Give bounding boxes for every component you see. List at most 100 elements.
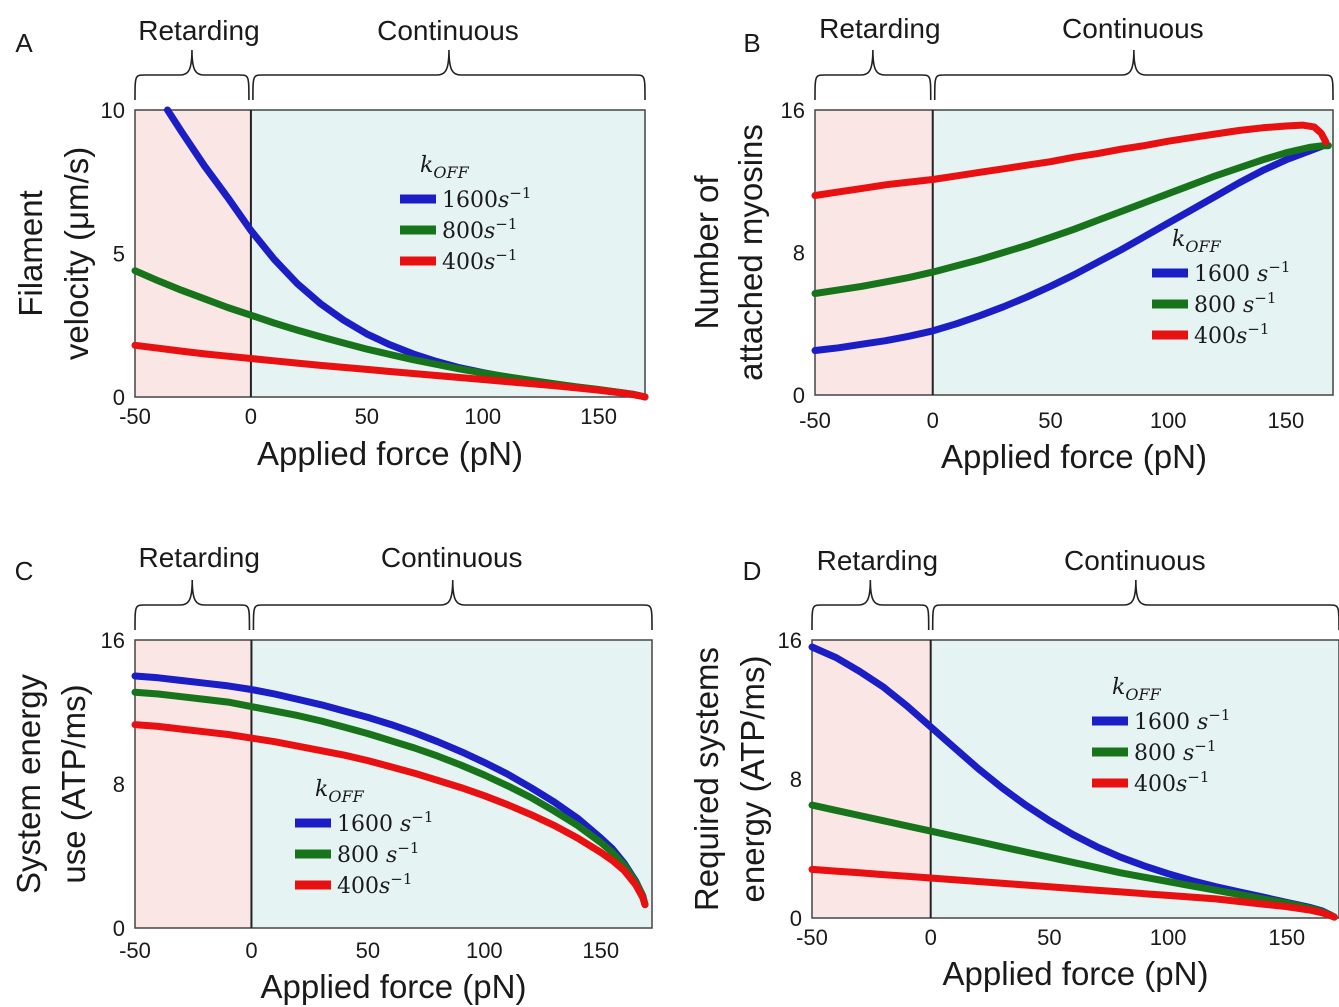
retarding-label: Retarding — [819, 13, 940, 44]
legend-entry-number: 800 — [442, 219, 484, 244]
y-axis-label-line2: attached myosins — [732, 124, 769, 381]
continuous-label: Continuous — [1062, 13, 1204, 44]
x-tick-label: 0 — [925, 925, 937, 950]
legend-entry-s800: 800s−1 — [442, 215, 517, 244]
plot-frame — [134, 639, 653, 929]
x-tick-label: -50 — [119, 404, 151, 429]
legend-entry-sup: −1 — [1247, 320, 1269, 338]
x-tick-label: 50 — [356, 938, 380, 963]
legend-title: kOFF — [420, 153, 470, 182]
legend-entry-sup: −1 — [390, 870, 412, 888]
legend-title: kOFF — [1112, 675, 1162, 704]
y-tick-label: 0 — [793, 383, 805, 408]
retarding-label: Retarding — [817, 545, 938, 576]
y-axis-label-line2: velocity (μm/s) — [58, 147, 95, 360]
x-tick-label: 150 — [1268, 408, 1305, 433]
legend-entry-number: 800 — [1134, 741, 1183, 766]
legend-entry-number: 1600 — [442, 188, 498, 213]
plot-frame — [811, 639, 1339, 919]
y-tick-label: 8 — [790, 767, 802, 792]
panel-letter: C — [15, 556, 34, 586]
y-tick-label: 0 — [113, 916, 125, 941]
legend-title-main: k — [1112, 675, 1125, 700]
legend-entry-number: 1600 — [1134, 710, 1197, 735]
legend-entry-sup: −1 — [1187, 768, 1209, 786]
legend-entry-sup: −1 — [495, 246, 517, 264]
legend-entry-unit: s — [1257, 262, 1268, 287]
y-tick-label: 10 — [101, 98, 125, 123]
legend-entry-s800: 800 s−1 — [1134, 737, 1216, 766]
legend-entry-number: 800 — [1194, 293, 1243, 318]
legend-entry-sup: −1 — [397, 839, 419, 857]
series-line-s1600 — [811, 142, 1332, 354]
y-axis-label-line2: energy (ATP/ms) — [734, 656, 771, 903]
x-tick-label: 150 — [582, 938, 619, 963]
continuous-label: Continuous — [377, 15, 519, 46]
legend-entry-unit: s — [1243, 293, 1254, 318]
x-tick-label: 150 — [1268, 925, 1305, 950]
legend-entry-s400: 400s−1 — [1134, 768, 1209, 797]
legend-entry-sup: −1 — [1194, 737, 1216, 755]
legend-entry-s400: 400s−1 — [1194, 320, 1269, 349]
retarding-label: Retarding — [138, 15, 259, 46]
series-line-s800 — [811, 142, 1332, 297]
x-tick-label: -50 — [119, 938, 151, 963]
panel-letter: A — [15, 28, 33, 58]
panel-letter: B — [743, 28, 760, 58]
series-line-s800 — [131, 688, 649, 909]
continuous-label: Continuous — [381, 542, 523, 573]
plot-frame — [134, 109, 646, 398]
legend-entry-unit: s — [484, 250, 495, 275]
continuous-brace — [252, 579, 653, 631]
x-axis-label: Applied force (pN) — [257, 435, 523, 472]
y-axis-label-line1: System energy — [10, 673, 47, 894]
retarding-brace — [134, 579, 251, 631]
legend-entry-unit: s — [1236, 324, 1247, 349]
series-line-s400 — [131, 341, 649, 401]
x-axis-label: Applied force (pN) — [261, 968, 527, 1005]
y-tick-label: 0 — [790, 906, 802, 931]
legend-entry-s800: 800 s−1 — [337, 839, 419, 868]
x-tick-label: 0 — [927, 408, 939, 433]
y-axis-label-line1: Filament — [12, 190, 49, 317]
legend-title-sub: OFF — [1185, 237, 1221, 256]
retarding-brace — [814, 49, 932, 101]
y-tick-label: 16 — [101, 628, 125, 653]
legend-entry-sup: −1 — [495, 215, 517, 233]
continuous-region — [930, 640, 1339, 918]
legend-entry-unit: s — [400, 812, 411, 837]
panel-letter: D — [743, 556, 762, 586]
legend-entry-unit: s — [1176, 772, 1187, 797]
series-line-s400 — [131, 721, 649, 909]
legend-entry-s1600: 1600 s−1 — [1194, 258, 1290, 287]
legend-title-sub: OFF — [433, 163, 469, 182]
y-axis-label-line1: Number of — [688, 175, 725, 330]
legend-title: kOFF — [1172, 227, 1222, 256]
legend-title-main: k — [1172, 227, 1185, 252]
legend-entry-s400: 400s−1 — [337, 870, 412, 899]
continuous-region — [250, 110, 645, 397]
x-tick-label: -50 — [796, 925, 828, 950]
legend-entry-number: 1600 — [1194, 262, 1257, 287]
legend-title-sub: OFF — [1125, 685, 1161, 704]
continuous-brace — [933, 49, 1334, 101]
legend-entry-unit: s — [498, 188, 509, 213]
x-tick-label: 50 — [1037, 925, 1061, 950]
x-tick-label: 100 — [1150, 408, 1187, 433]
legend-entry-unit: s — [386, 843, 397, 868]
retarding-region — [815, 110, 933, 395]
continuous-label: Continuous — [1064, 545, 1206, 576]
x-tick-label: 100 — [464, 404, 501, 429]
legend-title: kOFF — [315, 777, 365, 806]
y-axis-label-line2: use (ATP/ms) — [55, 684, 92, 883]
legend-entry-s1600: 1600s−1 — [442, 184, 531, 213]
x-tick-label: 0 — [245, 404, 257, 429]
x-axis-label: Applied force (pN) — [943, 955, 1209, 992]
